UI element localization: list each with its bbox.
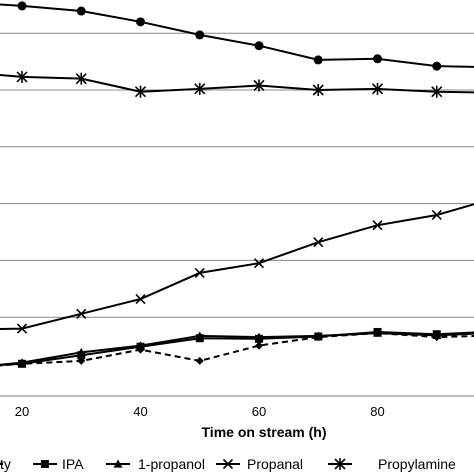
data-point-x xyxy=(194,267,205,278)
x-tick-label: 80 xyxy=(370,404,384,419)
marker-stroke xyxy=(16,323,28,334)
series-line xyxy=(0,3,474,68)
marker-stroke xyxy=(431,209,442,221)
series-line xyxy=(0,332,474,367)
x-axis-title: Time on stream (h) xyxy=(202,424,327,440)
data-point-x xyxy=(135,293,146,305)
data-point-x xyxy=(313,237,324,248)
series-asterisk xyxy=(0,70,474,98)
legend-item: Propylamine xyxy=(328,456,456,472)
legend-label: 1-propanol xyxy=(138,456,205,472)
data-point-square xyxy=(41,460,49,468)
series-x xyxy=(0,203,474,334)
legend: ty IPA 1-propanol Propanal Propylamine xyxy=(0,456,456,472)
data-point-circle xyxy=(254,41,264,51)
data-point-x xyxy=(253,258,265,269)
marker-stroke xyxy=(253,258,265,269)
series-line xyxy=(0,74,474,94)
data-point-circle xyxy=(432,61,442,71)
series-line xyxy=(0,330,474,367)
data-point-circle xyxy=(373,54,382,64)
data-point-diamond xyxy=(373,329,382,338)
data-point-x xyxy=(372,220,383,231)
series-layer xyxy=(0,1,474,368)
marker-stroke xyxy=(372,220,383,231)
series-line xyxy=(0,203,474,330)
data-point-x xyxy=(76,308,87,319)
data-point-x xyxy=(431,209,442,221)
data-point-x xyxy=(222,458,234,470)
data-point-asterisk xyxy=(75,72,87,85)
data-point-asterisk xyxy=(312,84,324,96)
series-diamond xyxy=(0,329,474,368)
data-point-asterisk xyxy=(194,82,206,95)
legend-label: Propylamine xyxy=(378,456,456,472)
legend-item: 1-propanol xyxy=(106,456,205,472)
data-point-circle xyxy=(136,17,145,27)
x-tick-label: 40 xyxy=(133,404,147,419)
marker-stroke xyxy=(135,293,146,305)
data-point-x xyxy=(16,323,28,334)
x-tick-label: 20 xyxy=(15,404,29,419)
data-point-asterisk xyxy=(16,70,28,83)
data-point-circle xyxy=(17,1,27,11)
data-point-triangle xyxy=(113,459,123,468)
data-point-triangle xyxy=(136,341,145,350)
data-point-diamond xyxy=(432,333,441,342)
data-point-diamond xyxy=(18,359,26,368)
legend-item: ty xyxy=(0,456,11,472)
data-point-asterisk xyxy=(334,458,346,470)
gridlines xyxy=(0,32,474,318)
legend-label: IPA xyxy=(62,456,84,472)
data-point-diamond xyxy=(136,345,145,354)
data-point-diamond xyxy=(314,333,323,342)
x-tick-label: 60 xyxy=(252,404,266,419)
marker-stroke xyxy=(76,308,87,319)
data-point-asterisk xyxy=(371,82,384,95)
data-point-circle xyxy=(313,55,323,65)
marker-stroke xyxy=(313,237,324,248)
legend-item: Propanal xyxy=(216,456,303,472)
data-point-asterisk xyxy=(134,85,147,98)
data-point-triangle xyxy=(195,331,205,340)
data-point-circle xyxy=(195,30,205,40)
data-point-circle xyxy=(76,6,86,16)
data-point-diamond xyxy=(77,356,86,365)
legend-item: IPA xyxy=(33,456,84,472)
marker-stroke xyxy=(194,267,205,278)
data-point-asterisk xyxy=(253,79,265,92)
data-point-asterisk xyxy=(431,85,443,98)
data-point-triangle xyxy=(76,347,86,357)
x-tick-labels: 20 40 60 80 xyxy=(15,404,385,419)
data-point-diamond xyxy=(195,356,204,365)
series-circle xyxy=(0,1,474,71)
legend-label: ty xyxy=(0,456,11,472)
marker-stroke xyxy=(222,458,234,470)
data-point-triangle xyxy=(254,332,264,341)
data-point-diamond xyxy=(255,341,263,350)
legend-label: Propanal xyxy=(247,456,303,472)
